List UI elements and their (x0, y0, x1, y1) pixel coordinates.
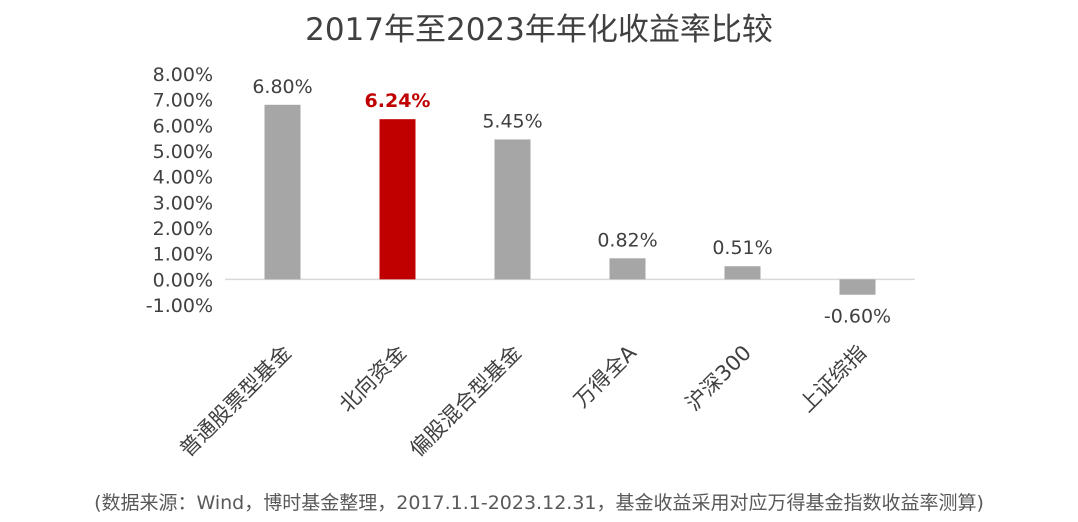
y-axis-tick-labels: 8.00% 7.00% 6.00% 5.00% 4.00% 3.00% 2.00% 1.00%… (146, 64, 213, 317)
category-label: 北向资金 (335, 341, 411, 417)
source-note: (数据来源：Wind，博时基金整理，2017.1.1-2023.12.31，基金… (94, 492, 984, 514)
y-tick-label: 3.00% (153, 192, 213, 214)
bar (609, 258, 646, 280)
bar (839, 279, 876, 295)
y-tick-label: 5.00% (153, 141, 213, 163)
y-tick-label: 7.00% (153, 90, 213, 112)
data-label: -0.60% (824, 306, 891, 328)
bar (379, 119, 416, 280)
y-tick-label: 6.00% (153, 115, 213, 137)
chart-title: 2017年至2023年年化收益率比较 (305, 12, 773, 48)
category-label: 偏股混合型基金 (405, 341, 526, 462)
category-label: 普通股票型基金 (175, 341, 296, 462)
y-tick-label: -1.00% (146, 295, 213, 317)
category-label: 沪深300 (681, 341, 756, 416)
bar (264, 104, 301, 280)
category-label: 上证综指 (795, 341, 871, 417)
data-label: 5.45% (482, 110, 542, 132)
bar (724, 266, 761, 280)
y-tick-label: 2.00% (153, 218, 213, 240)
data-label: 0.82% (597, 229, 657, 251)
data-label: 6.80% (252, 76, 312, 98)
bars (264, 104, 876, 295)
y-tick-label: 8.00% (153, 64, 213, 86)
y-tick-label: 1.00% (153, 244, 213, 266)
y-tick-label: 0.00% (153, 269, 213, 291)
y-tick-label: 4.00% (153, 167, 213, 189)
category-label: 万得全A (569, 340, 641, 412)
data-labels: 6.80% 6.24% 5.45% 0.82% 0.51% -0.60% (252, 76, 891, 328)
bar (494, 139, 531, 280)
data-label: 6.24% (365, 90, 431, 112)
data-label: 0.51% (712, 237, 772, 259)
